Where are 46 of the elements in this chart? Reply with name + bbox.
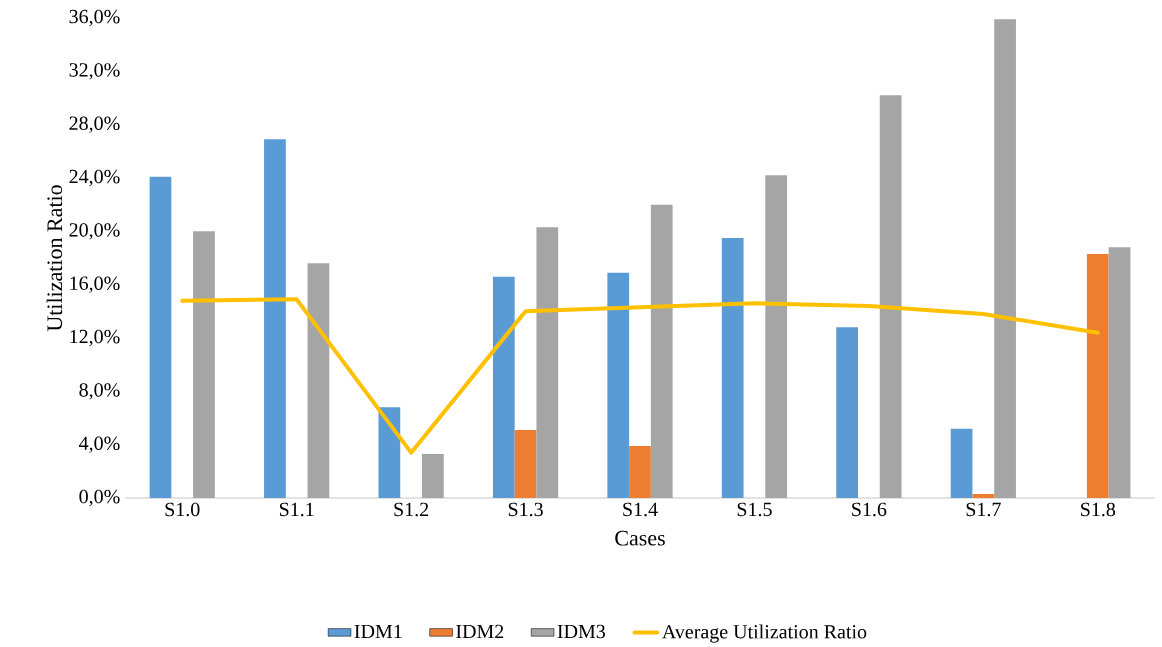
y-tick-label: 0,0% — [79, 489, 120, 507]
bar — [264, 139, 286, 498]
legend-label: IDM1 — [354, 624, 402, 639]
x-tick-label: S1.2 — [394, 502, 429, 517]
bar — [421, 454, 444, 498]
y-tick-label: 4,0% — [79, 436, 120, 453]
x-tick-label: S1.7 — [966, 502, 1001, 517]
bar — [950, 428, 973, 498]
bar — [721, 238, 744, 498]
x-tick-label: S1.0 — [165, 502, 200, 517]
y-tick-label: 28,0% — [69, 116, 120, 133]
legend-label: IDM3 — [557, 624, 606, 639]
legend-label: Average Utilization Ratio — [662, 624, 867, 643]
y-tick-label: 20,0% — [69, 223, 120, 240]
y-tick-label: 16,0% — [70, 276, 120, 293]
x-tick-label: S1.3 — [508, 502, 543, 517]
bar — [765, 175, 788, 498]
y-tick-label: 24,0% — [69, 169, 120, 187]
bar — [193, 231, 215, 498]
x-axis-title: Cases — [615, 530, 665, 546]
bar — [378, 407, 401, 498]
y-tick-label: 12,0% — [70, 329, 120, 347]
bar — [629, 446, 651, 498]
y-tick-label: 32,0% — [69, 63, 120, 80]
bar — [1086, 254, 1109, 498]
bar — [149, 176, 172, 498]
x-tick-label: S1.6 — [852, 502, 887, 517]
bar — [607, 272, 630, 498]
bar — [650, 204, 673, 498]
bar — [1108, 247, 1131, 498]
bar — [307, 263, 330, 498]
legend-label: IDM2 — [456, 624, 504, 639]
bar — [972, 494, 995, 498]
bar — [879, 95, 902, 498]
x-tick-label: S1.1 — [279, 502, 314, 517]
bar — [536, 227, 559, 498]
bar — [514, 430, 537, 498]
x-tick-label: S1.8 — [1081, 502, 1116, 517]
y-tick-label: 36,0% — [69, 9, 120, 27]
bar — [994, 19, 1016, 498]
bar — [492, 276, 515, 498]
x-tick-label: S1.4 — [623, 502, 658, 517]
y-tick-label: 8,0% — [79, 383, 120, 400]
bar — [836, 327, 859, 498]
x-tick-label: S1.5 — [737, 502, 772, 517]
y-axis-title: Utilization Ratio — [46, 185, 63, 332]
